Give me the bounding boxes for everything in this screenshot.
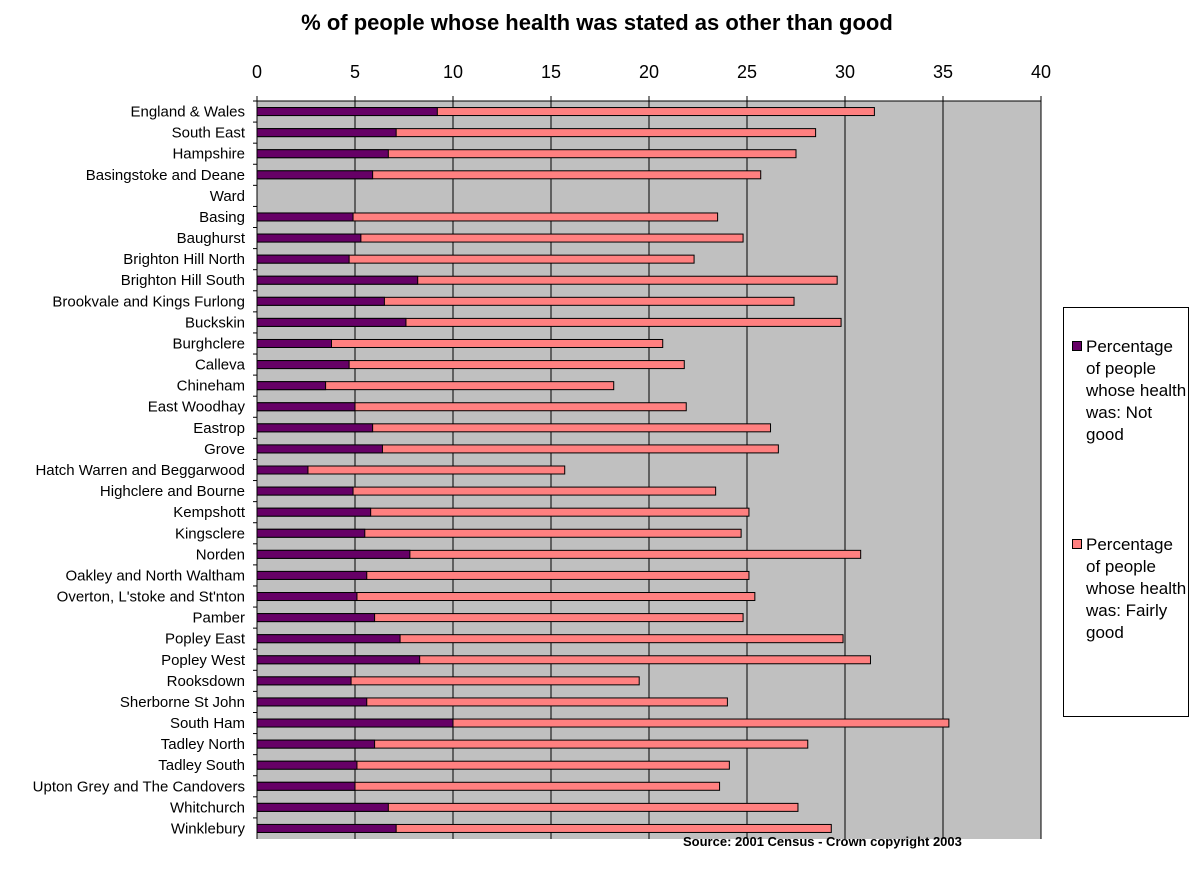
bar-not-good: [256, 739, 376, 749]
chart-title: % of people whose health was stated as o…: [301, 10, 893, 35]
x-tick-label: 15: [541, 62, 561, 82]
bar-not-good: [256, 676, 352, 686]
bar-not-good: [256, 212, 354, 222]
category-label: Hampshire: [172, 146, 245, 163]
category-label: Brighton Hill North: [123, 251, 245, 268]
category-label: Kingsclere: [175, 525, 245, 542]
legend-swatch-fairly-good: [1072, 539, 1082, 549]
category-label: Brighton Hill South: [121, 272, 245, 289]
bar-not-good: [256, 823, 397, 833]
x-tick-label: 40: [1031, 62, 1051, 82]
bar-not-good: [256, 613, 376, 623]
x-tick-label: 30: [835, 62, 855, 82]
bar-not-good: [256, 254, 350, 264]
category-label: South East: [172, 125, 246, 142]
bar-not-good: [256, 465, 309, 475]
x-tick-label: 10: [443, 62, 463, 82]
bar-not-good: [256, 718, 454, 728]
legend: Percentage of people whose health was: N…: [1063, 307, 1189, 717]
bar-not-good: [256, 296, 385, 306]
category-label: Oakley and North Waltham: [65, 567, 245, 584]
bar-not-good: [256, 486, 354, 496]
x-tick-label: 35: [933, 62, 953, 82]
category-label: Rooksdown: [167, 673, 245, 690]
category-label: Sherborne St John: [120, 694, 245, 711]
bar-not-good: [256, 802, 389, 812]
bar-not-good: [256, 507, 372, 517]
legend-swatch-not-good: [1072, 341, 1082, 351]
category-label: Overton, L'stoke and St'nton: [57, 589, 245, 606]
bar-not-good: [256, 697, 368, 707]
category-label: Ward: [210, 188, 245, 205]
category-label: Chineham: [177, 378, 245, 395]
bar-not-good: [256, 634, 401, 644]
category-label: Eastrop: [193, 420, 245, 437]
x-tick-label: 25: [737, 62, 757, 82]
category-label: Burghclere: [172, 335, 245, 352]
category-label: Popley East: [165, 631, 246, 648]
category-label: Popley West: [161, 652, 246, 669]
bar-not-good: [256, 592, 358, 602]
bar-not-good: [256, 760, 358, 770]
bar-not-good: [256, 170, 374, 180]
bar-not-good: [256, 338, 332, 348]
category-label: South Ham: [170, 715, 245, 732]
category-label: Norden: [196, 546, 245, 563]
category-label: Grove: [204, 441, 245, 458]
legend-label-not-good: Percentage of people whose health was: N…: [1086, 337, 1187, 444]
bar-not-good: [256, 402, 356, 412]
category-label: Pamber: [192, 610, 245, 627]
category-label: Calleva: [195, 357, 246, 374]
category-label: Winklebury: [171, 820, 246, 837]
category-label: England & Wales: [130, 104, 245, 121]
bar-not-good: [256, 317, 407, 327]
category-label: Brookvale and Kings Furlong: [52, 293, 245, 310]
bar-not-good: [256, 655, 421, 665]
bar-not-good: [256, 528, 366, 538]
bar-not-good: [256, 128, 397, 138]
category-label: Tadley South: [158, 757, 245, 774]
category-label: Buckskin: [185, 314, 245, 331]
source-note: Source: 2001 Census - Crown copyright 20…: [683, 834, 962, 849]
legend-label-fairly-good: Percentage of people whose health was: F…: [1086, 535, 1187, 642]
bar-not-good: [256, 360, 350, 370]
bar-not-good: [256, 549, 411, 559]
category-label: Basing: [199, 209, 245, 226]
bar-not-good: [256, 149, 389, 159]
category-label: Kempshott: [173, 504, 246, 521]
bar-not-good: [256, 781, 356, 791]
x-tick-label: 20: [639, 62, 659, 82]
category-label: Baughurst: [177, 230, 246, 247]
bar-not-good: [256, 233, 362, 243]
bar-not-good: [256, 275, 419, 285]
category-label: Whitchurch: [170, 799, 245, 816]
bar-not-good: [256, 570, 368, 580]
category-label: East Woodhay: [148, 399, 246, 416]
x-tick-label: 5: [350, 62, 360, 82]
category-label: Upton Grey and The Candovers: [33, 778, 245, 795]
bar-not-good: [256, 107, 438, 117]
bar-not-good: [256, 444, 383, 454]
category-label: Hatch Warren and Beggarwood: [35, 462, 245, 479]
category-label: Tadley North: [161, 736, 245, 753]
x-tick-label: 0: [252, 62, 262, 82]
category-label: Highclere and Bourne: [100, 483, 245, 500]
category-label: Basingstoke and Deane: [86, 167, 245, 184]
bar-not-good: [256, 381, 327, 391]
bar-not-good: [256, 423, 374, 433]
